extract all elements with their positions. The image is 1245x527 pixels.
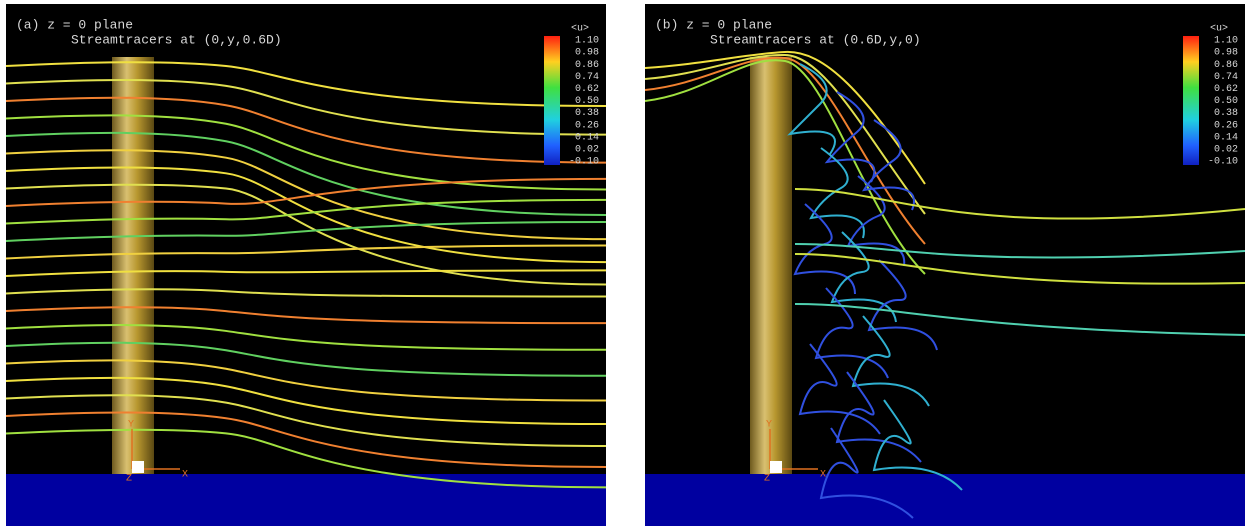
colorbar-label: 1.10 [1214, 36, 1238, 47]
axis-z-label: Z [126, 474, 132, 485]
streamline [6, 96, 606, 164]
vortex-line [824, 91, 876, 183]
axis-x-label: X [820, 470, 826, 481]
streamline [6, 177, 606, 207]
streamline [6, 183, 606, 286]
axis-y-label: Y [128, 420, 134, 431]
streamline [6, 79, 606, 136]
streamline [6, 198, 606, 225]
streamline [6, 324, 606, 351]
streamline [794, 188, 1245, 220]
colorbar-label: -0.10 [569, 157, 599, 168]
vortex-line [830, 231, 897, 323]
streamline [6, 244, 606, 260]
colorbar-label: 0.74 [575, 72, 599, 83]
vortex-line [851, 315, 930, 407]
streamline [645, 50, 926, 185]
ground [6, 474, 606, 526]
colorbar-label: 0.98 [575, 48, 599, 59]
colorbar-label: 0.62 [575, 84, 599, 95]
colorbar-label: 0.38 [1214, 108, 1238, 119]
streamline [6, 149, 606, 241]
streamline [6, 394, 606, 448]
colorbar-label: 0.14 [575, 132, 599, 143]
colorbar-label: 1.10 [575, 36, 599, 47]
colorbar-label: 0.02 [575, 145, 599, 156]
streamline [6, 428, 606, 489]
axis-x-label: X [182, 470, 188, 481]
colorbar-label: 0.38 [575, 108, 599, 119]
streamline [6, 306, 606, 325]
colorbar-label: 0.26 [575, 120, 599, 131]
streamline [794, 303, 1245, 336]
streamline [6, 114, 606, 191]
origin-box [132, 461, 144, 473]
background [645, 4, 1245, 526]
vortex-line [787, 63, 836, 155]
colorbar-label: 0.50 [1214, 96, 1238, 107]
ground [645, 474, 1245, 526]
origin-box [770, 461, 782, 473]
streamline [6, 288, 606, 298]
vortex-line [798, 343, 881, 435]
colorbar [544, 36, 560, 165]
cylinder [750, 57, 792, 474]
panel-label: (a) z = 0 plane [16, 17, 133, 32]
streamline [6, 269, 606, 277]
colorbar-title: <u> [1210, 24, 1228, 35]
vortex-line [846, 175, 906, 267]
colorbar-title: <u> [571, 24, 589, 35]
streamline [645, 56, 926, 245]
vortex-line [793, 203, 856, 295]
axis-z-label: Z [764, 474, 770, 485]
streamline [6, 341, 606, 377]
colorbar-label: 0.02 [1214, 145, 1238, 156]
streamline [6, 376, 606, 425]
streamline [6, 359, 606, 402]
colorbar-label: 0.50 [575, 96, 599, 107]
colorbar-label: 0.86 [1214, 60, 1238, 71]
vortex-line [861, 119, 915, 211]
colorbar-label: 0.74 [1214, 72, 1238, 83]
vortex-line [835, 371, 922, 463]
vortex-line [872, 399, 963, 491]
streamline [6, 411, 606, 468]
axis-y-label: Y [766, 420, 772, 431]
colorbar-label: 0.62 [1214, 84, 1238, 95]
vortex-line [809, 147, 865, 239]
panel-subtitle: Streamtracers at (0,y,0.6D) [71, 32, 282, 47]
streamline [794, 243, 1245, 259]
colorbar-label: 0.86 [575, 60, 599, 71]
streamline [645, 53, 926, 215]
colorbar [1183, 36, 1199, 165]
colorbar-label: 0.98 [1214, 48, 1238, 59]
panel-label: (b) z = 0 plane [655, 17, 772, 32]
colorbar-label: 0.26 [1214, 120, 1238, 131]
streamline [794, 253, 1245, 285]
streamline [645, 59, 926, 275]
colorbar-label: 0.14 [1214, 132, 1238, 143]
panel-subtitle: Streamtracers at (0.6D,y,0) [710, 32, 921, 47]
streamline [6, 61, 606, 107]
cylinder [112, 57, 154, 474]
vortex-line [819, 427, 914, 519]
streamline [6, 220, 606, 242]
colorbar-label: -0.10 [1208, 157, 1238, 168]
